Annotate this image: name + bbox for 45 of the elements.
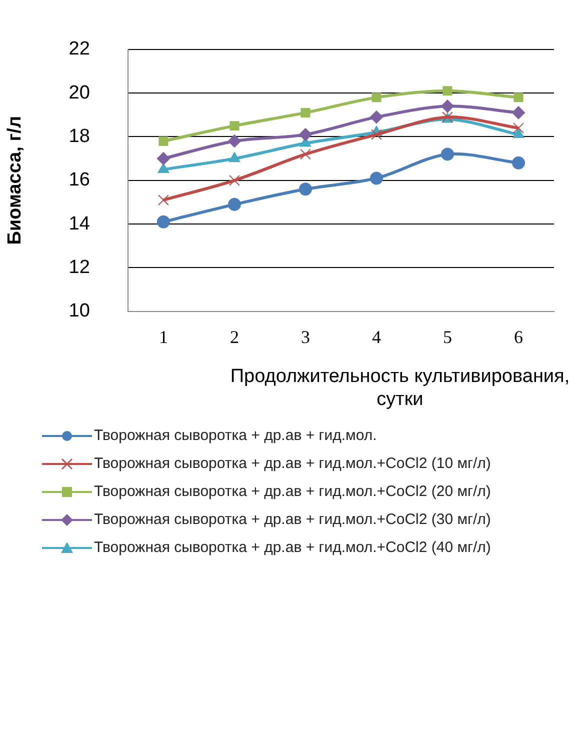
x-tick-label: 3 [300, 326, 310, 347]
point [156, 215, 170, 228]
y-tick-label: 18 [68, 126, 90, 147]
legend-label: Творожная сыворотка + др.ав + гид.мол. [94, 427, 378, 445]
point [228, 198, 241, 211]
x-tick-label: 4 [372, 326, 381, 347]
y-tick-label: 14 [68, 213, 90, 234]
point [372, 92, 382, 102]
point [370, 110, 383, 124]
point [300, 108, 310, 118]
point [298, 182, 312, 196]
x-tick-label: 5 [442, 326, 452, 347]
point [229, 174, 240, 186]
y-tick-label: 12 [68, 256, 90, 278]
point [440, 100, 454, 113]
y-tick-label: 20 [68, 82, 90, 104]
point [298, 128, 312, 142]
point [440, 148, 454, 161]
x-tick-label: 1 [158, 326, 168, 347]
legend-label: Творожная сыворотка + др.ав + гид.мол.+CoCl2 (40 мг/л) [94, 539, 492, 557]
point [442, 86, 452, 96]
y-tick-label: 22 [68, 38, 90, 60]
point [513, 122, 524, 134]
point [514, 92, 524, 102]
point [512, 106, 525, 120]
point [371, 129, 382, 140]
x-tick-label: 6 [514, 326, 523, 347]
point [228, 134, 241, 148]
y-tick-label: 16 [68, 170, 90, 191]
point [230, 121, 240, 131]
point [300, 148, 311, 160]
legend-label: Творожная сыворотка + др.ав + гид.мол.+CoCl2 (20 мг/л) [94, 483, 492, 501]
legend-label: Творожная сыворотка + др.ав + гид.мол.+CoCl2 (10 мг/л) [94, 455, 492, 473]
point [512, 156, 525, 170]
point [156, 152, 170, 166]
x-tick-label: 2 [230, 326, 239, 347]
point [512, 128, 524, 138]
legend-label: Творожная сыворотка + др.ав + гид.мол.+CoCl2 (30 мг/л) [94, 511, 492, 529]
point [158, 194, 169, 206]
y-tick-label: 10 [68, 300, 90, 322]
x-axis-title: Продолжительность культивирования, сутки [229, 365, 571, 411]
point [370, 172, 383, 185]
point [158, 136, 168, 146]
y-axis-title: Биомасса, г/л [4, 116, 26, 245]
point [228, 152, 240, 162]
